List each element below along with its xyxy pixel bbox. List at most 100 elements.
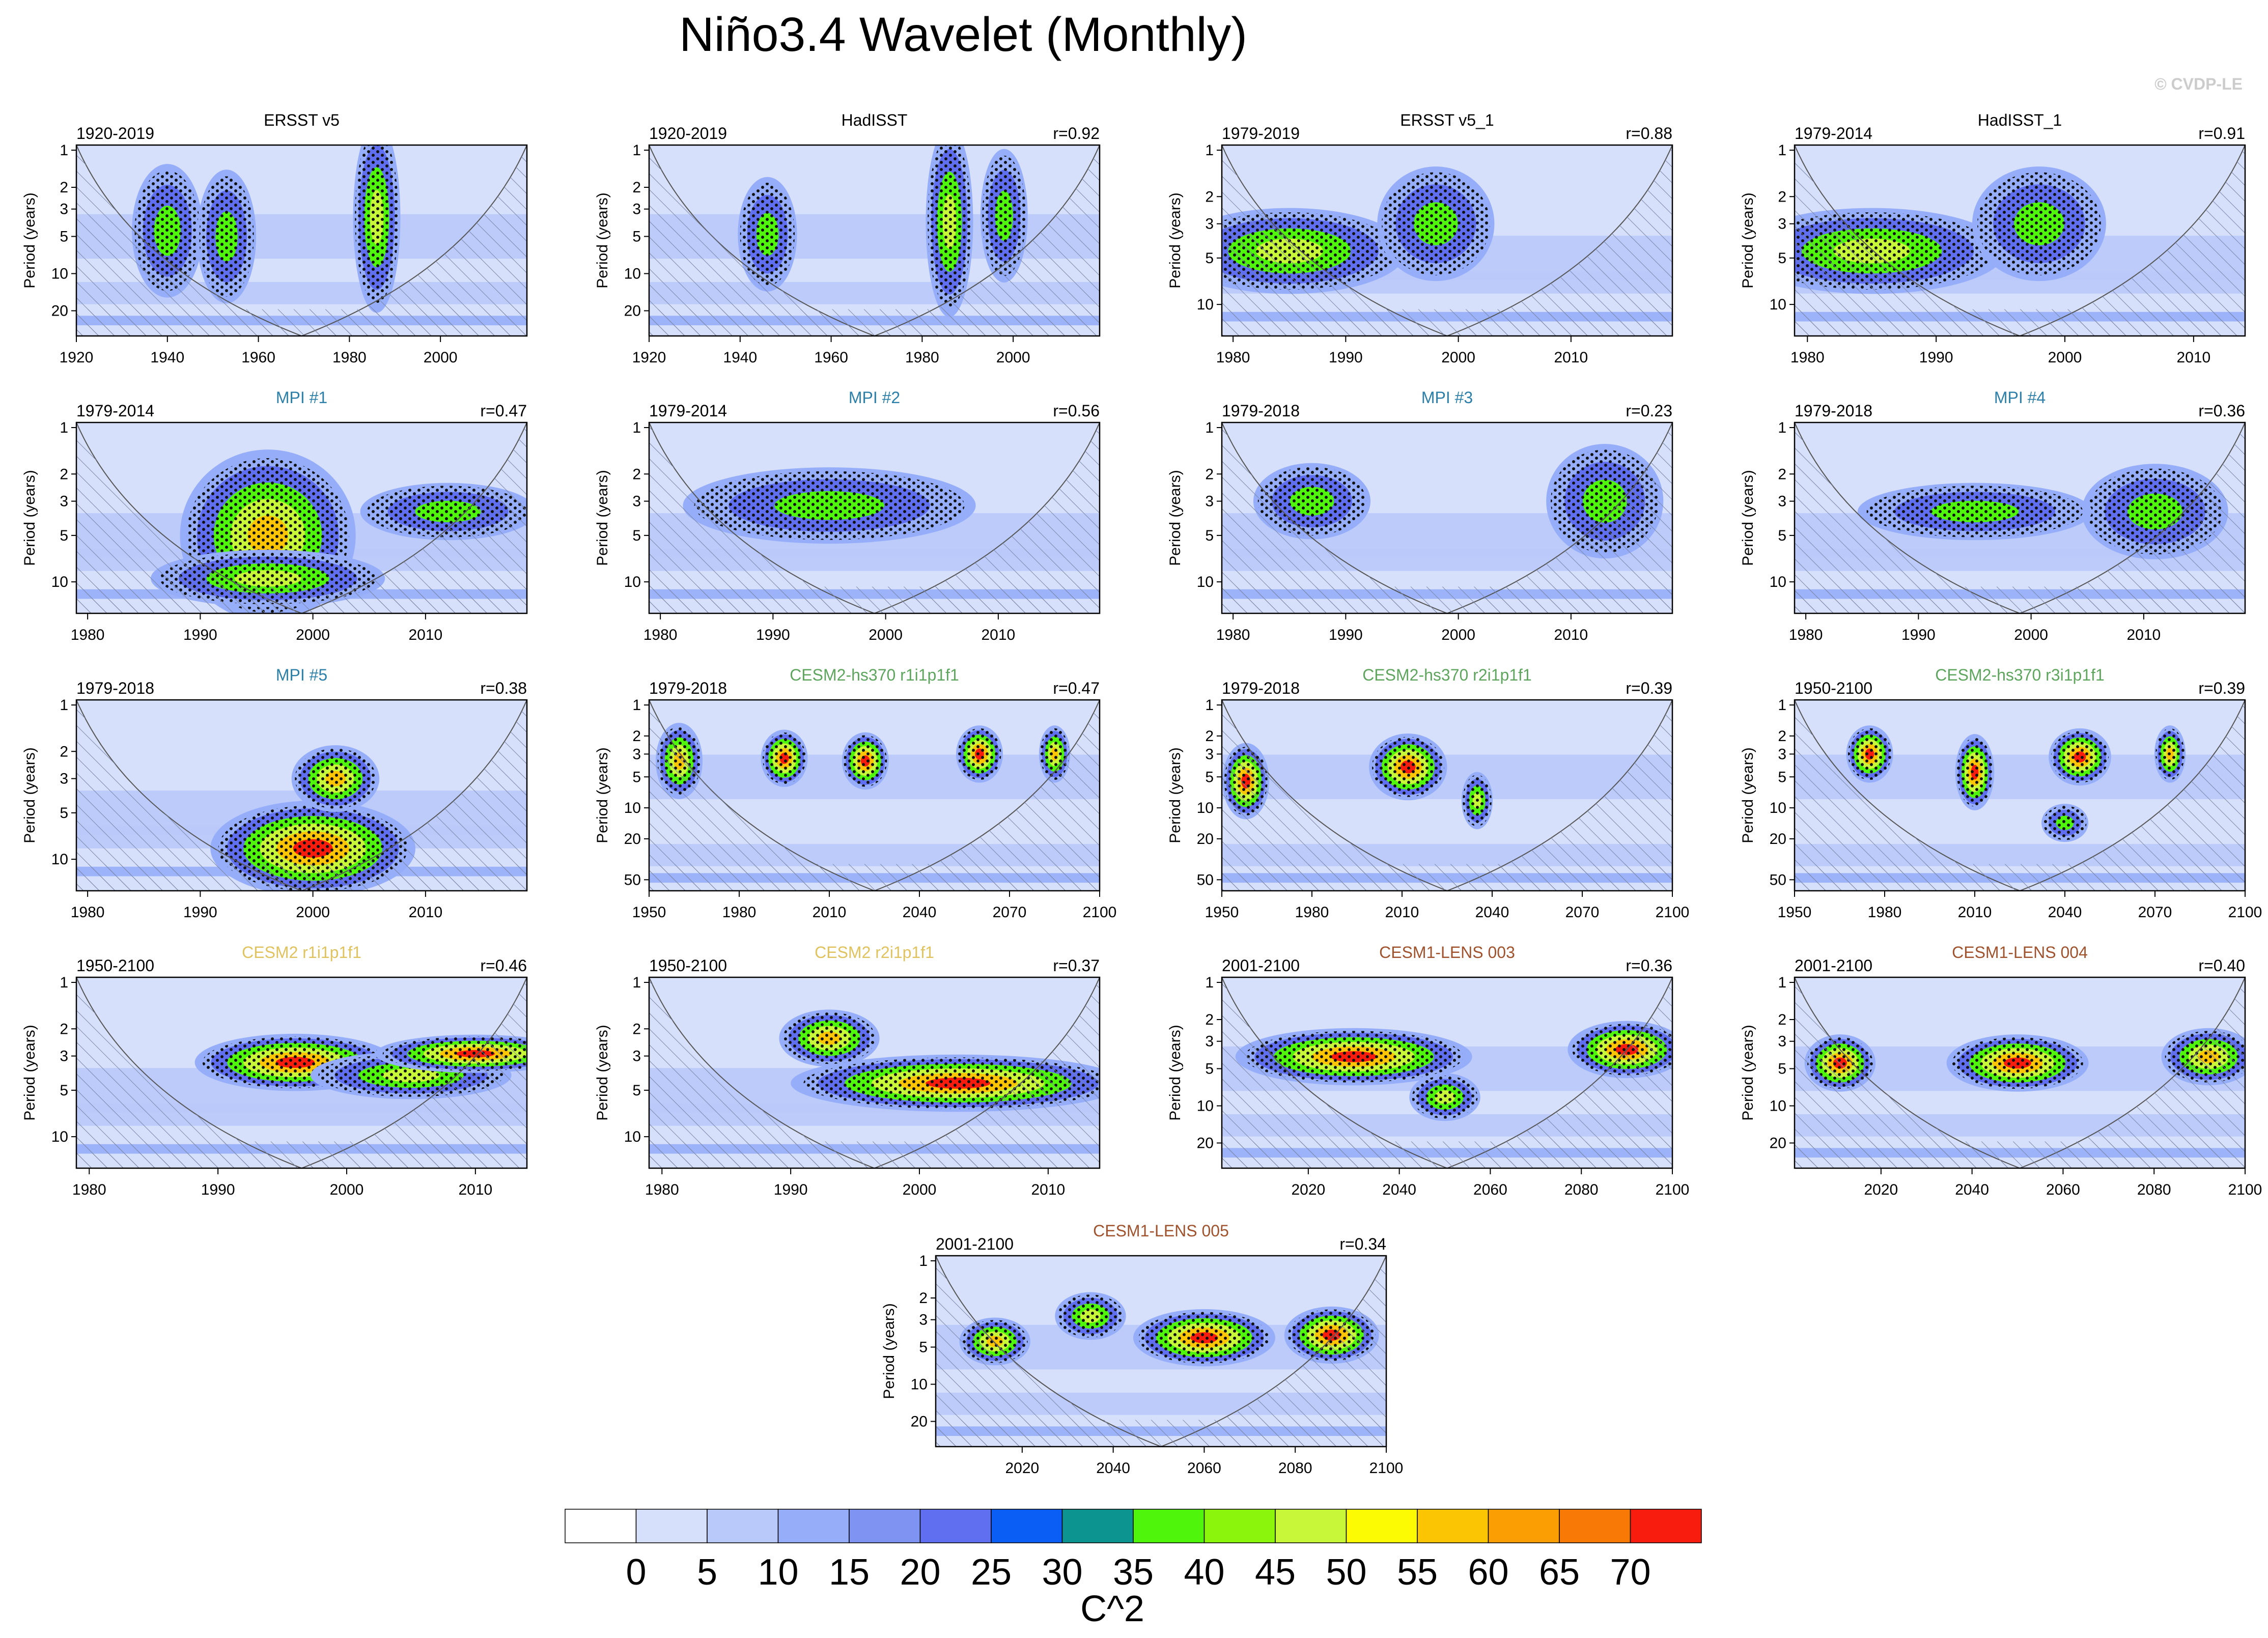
panel-correlation: r=0.56: [1053, 402, 1100, 420]
y-tick-label: 10: [1770, 574, 1786, 590]
significance-stipple: [1866, 486, 2083, 538]
significance-stipple: [763, 732, 806, 784]
panel-correlation: r=0.47: [1053, 679, 1100, 697]
y-tick-label: 20: [911, 1414, 928, 1430]
coi-hatch-left: [76, 422, 302, 613]
y-tick-label: 5: [632, 229, 641, 245]
coi-hatch-right: [874, 700, 1100, 891]
panel-period: 1950-2100: [1795, 679, 1872, 697]
x-tick-label: 2000: [1441, 349, 1475, 366]
panel-period: 1920-2019: [649, 124, 727, 143]
coi-hatch-right: [1447, 422, 1672, 613]
y-tick-label: 2: [1778, 188, 1786, 205]
panel-period: 2001-2100: [1222, 956, 1300, 975]
panel-period: 1979-2014: [76, 402, 154, 420]
y-tick-label: 5: [1778, 250, 1786, 267]
x-tick-label: 1980: [1790, 349, 1825, 366]
y-tick-label: 3: [1778, 216, 1786, 233]
y-tick-label: 10: [1197, 574, 1214, 590]
significance-stipple: [1848, 728, 1891, 780]
x-tick-label: 2060: [2046, 1181, 2080, 1198]
coi-hatch-bottom: [1222, 864, 1672, 891]
y-tick-label: 2: [632, 179, 641, 196]
significance-stipple: [1952, 1037, 2083, 1089]
significance-stipple: [982, 155, 1026, 276]
y-tick-label: 5: [1205, 1061, 1214, 1078]
panel-period: 1979-2014: [649, 402, 727, 420]
coi-hatch-bottom: [1222, 309, 1672, 336]
colorbar-swatch: [1133, 1509, 1205, 1543]
y-tick-label: 20: [1197, 831, 1214, 848]
x-tick-label: 1950: [1778, 904, 1812, 921]
y-tick-label: 2: [1205, 466, 1214, 483]
x-tick-label: 1980: [643, 627, 678, 643]
x-tick-label: 1990: [756, 627, 790, 643]
y-axis-label: Period (years): [21, 747, 38, 843]
coi-hatch-bottom: [1795, 309, 2245, 336]
colorbar-swatch: [849, 1509, 921, 1543]
y-tick-label: 2: [632, 728, 641, 745]
y-tick-label: 20: [1770, 831, 1786, 848]
coi-hatch-left: [1795, 977, 2020, 1168]
panel-frame: [1794, 144, 2246, 337]
y-tick-label: 10: [911, 1376, 928, 1393]
y-tick-label: 10: [1770, 1098, 1786, 1115]
y-tick-label: 1: [632, 419, 641, 436]
y-tick-label: 3: [1778, 746, 1786, 762]
panel-correlation: r=0.40: [2198, 956, 2245, 975]
x-tick-label: 1990: [183, 627, 217, 643]
coi-hatch-left: [1222, 700, 1447, 891]
x-tick-label: 2100: [2228, 904, 2262, 921]
x-tick-label: 2010: [982, 627, 1016, 643]
y-tick-label: 10: [51, 574, 68, 590]
y-tick-label: 10: [624, 800, 641, 816]
colorbar-swatch: [1275, 1509, 1347, 1543]
colorbar-label: 20: [900, 1552, 940, 1593]
colorbar-swatch: [1203, 1509, 1276, 1543]
y-axis-label: Period (years): [1740, 1025, 1756, 1120]
coi-hatch-bottom: [76, 586, 527, 613]
coi-hatch-bottom: [76, 864, 527, 891]
panel-title: CESM2-hs370 r1i1p1f1: [790, 666, 959, 684]
y-tick-label: 1: [1205, 419, 1214, 436]
y-axis-label: Period (years): [21, 192, 38, 288]
x-tick-label: 2010: [1554, 349, 1588, 366]
colorbar-label: 70: [1610, 1552, 1650, 1593]
panel-period: 1920-2019: [76, 124, 154, 143]
colorbar-label: 40: [1184, 1552, 1224, 1593]
wavelet-panel: 1 2 3 5 10 1980 1990 2000 2010 Period (years) 1979…: [21, 388, 528, 643]
panel-correlation: r=0.47: [480, 402, 527, 420]
y-tick-label: 10: [1197, 296, 1214, 313]
x-tick-label: 2000: [903, 1181, 937, 1198]
y-axis-label: Period (years): [21, 470, 38, 566]
panel-frame: [75, 699, 528, 892]
y-tick-label: 1: [1205, 697, 1214, 714]
panel-frame: [1794, 421, 2246, 614]
coi-hatch-right: [874, 422, 1100, 613]
y-tick-label: 3: [1205, 1033, 1214, 1050]
panel-period: 1979-2019: [1222, 124, 1300, 143]
y-axis-label: Period (years): [881, 1303, 898, 1399]
panel-period: 1979-2018: [1222, 679, 1300, 697]
y-tick-label: 5: [1778, 527, 1786, 544]
significance-stipple: [199, 176, 254, 297]
x-tick-label: 2010: [813, 904, 847, 921]
coi-hatch-left: [649, 977, 875, 1168]
coi-hatch-left: [1795, 700, 2020, 891]
panel-period: 2001-2100: [936, 1235, 1014, 1253]
coi-hatch-left: [1222, 422, 1447, 613]
colorbar-swatch: [1559, 1509, 1631, 1543]
panel-frame: [1221, 144, 1673, 337]
panel-frame: [75, 976, 528, 1169]
y-axis-label: Period (years): [1167, 192, 1184, 288]
wavelet-panel: 1 2 3 5 10 1980 1990 2000 2010 Period (years) 1979…: [1740, 388, 2246, 643]
y-axis-label: Period (years): [594, 192, 611, 288]
panel-title: CESM2-hs370 r2i1p1f1: [1362, 666, 1532, 684]
y-tick-label: 5: [60, 805, 68, 822]
y-tick-label: 2: [60, 466, 68, 483]
x-tick-label: 1980: [71, 904, 105, 921]
y-tick-label: 3: [1778, 493, 1786, 510]
x-tick-label: 2100: [1083, 904, 1117, 921]
coi-hatch-left: [1222, 977, 1447, 1168]
y-tick-label: 3: [1205, 216, 1214, 233]
